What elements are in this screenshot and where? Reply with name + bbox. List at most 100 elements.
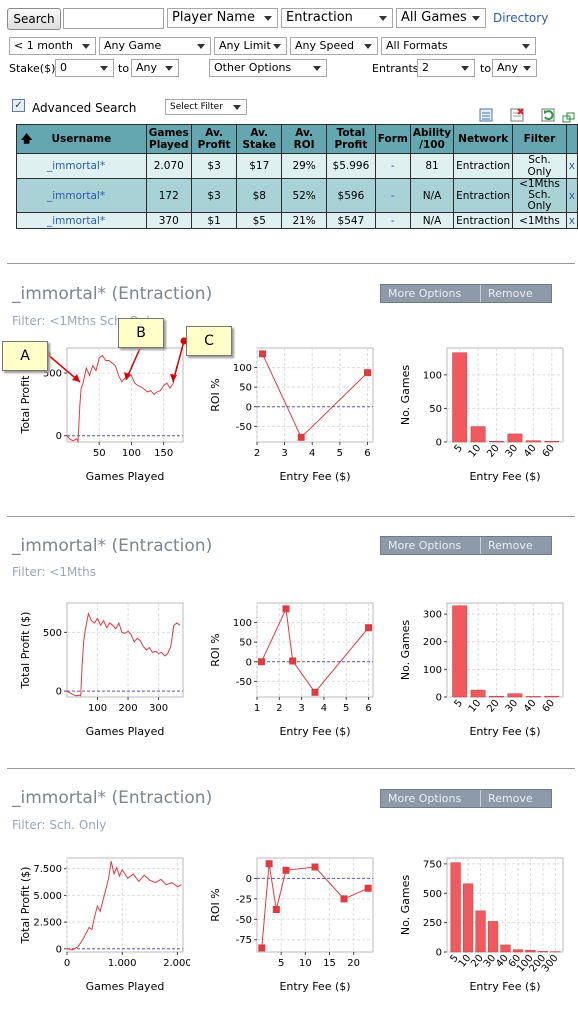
x-tick-label: 40	[522, 443, 539, 460]
advanced-search-checkbox[interactable]: ✓	[12, 99, 25, 112]
data-point	[259, 350, 267, 358]
network-value: Entraction	[286, 10, 353, 25]
entrants-to-label: to	[480, 62, 492, 75]
header-avprofit[interactable]: Av. Profit	[190, 124, 238, 154]
header-avroi[interactable]: Av. ROI	[281, 124, 328, 154]
delete-list-icon[interactable]	[510, 108, 524, 122]
x-tick-label: 60	[540, 698, 557, 715]
data-point	[289, 657, 297, 665]
x-tick-label: 3	[298, 703, 304, 714]
header-form[interactable]: Form	[374, 124, 411, 154]
y-tick-label: 100	[423, 370, 442, 381]
callout-dot-c	[180, 337, 188, 345]
username-link[interactable]: _immortal*	[16, 178, 147, 213]
player-field-select[interactable]: Player Name	[167, 8, 278, 28]
bar	[544, 695, 560, 698]
data-point	[365, 624, 373, 632]
chevron-down-icon	[522, 44, 530, 49]
x-axis-label: Entry Fee ($)	[279, 980, 350, 993]
format-select[interactable]: All Formats	[381, 37, 536, 55]
username-link[interactable]: _immortal*	[16, 153, 147, 179]
data-point	[364, 884, 372, 892]
refresh-icon[interactable]	[541, 108, 555, 122]
header-games[interactable]: Games Played	[145, 124, 192, 154]
y-tick-label: 0	[436, 948, 442, 959]
link-icon[interactable]	[562, 112, 576, 124]
bar	[537, 951, 549, 953]
games-cell: 172	[145, 178, 192, 213]
x-axis-label: Entry Fee ($)	[279, 725, 350, 738]
panel-title: _immortal* (Entraction)	[12, 788, 213, 808]
x-tick-label: 2	[254, 448, 260, 459]
y-tick-label: 500	[43, 628, 62, 639]
remove-row-button[interactable]: x	[565, 178, 578, 213]
total-cell: $5.996	[326, 153, 376, 179]
y-tick-label: 7.500	[33, 864, 62, 875]
y-axis-label: Total Profit ($)	[19, 357, 32, 435]
y-tick-label: 250	[423, 918, 442, 929]
other-options-select[interactable]: Other Options	[209, 59, 327, 77]
entrants-from-select[interactable]: 2	[417, 59, 475, 77]
divider	[480, 285, 481, 302]
x-tick-label: 20	[485, 698, 502, 715]
entrants-to-value: Any	[497, 61, 519, 74]
panel-options-bar: More Options Remove	[380, 789, 552, 808]
remove-button[interactable]: Remove	[488, 287, 533, 300]
data-point	[258, 944, 266, 952]
more-options-button[interactable]: More Options	[388, 792, 462, 805]
roi-cell: 21%	[281, 212, 328, 229]
y-tick-label: 50	[239, 383, 252, 394]
header-username[interactable]: 🡅 Username	[16, 124, 147, 154]
limit-select[interactable]: Any Limit	[214, 37, 287, 55]
remove-button[interactable]: Remove	[488, 792, 533, 805]
callout-arrowhead-b	[124, 372, 131, 380]
select-filter-dropdown[interactable]: Select Filter	[165, 99, 247, 115]
export-icon[interactable]	[479, 108, 493, 122]
more-options-button[interactable]: More Options	[388, 539, 462, 552]
header-network[interactable]: Network	[453, 124, 514, 154]
limit-value: Any Limit	[219, 39, 271, 52]
header-filter[interactable]: Filter	[512, 124, 567, 154]
network-select[interactable]: Entraction	[281, 8, 393, 28]
panel-filter: Filter: <1Mths	[12, 565, 96, 579]
avstake-cell: $5	[236, 212, 283, 229]
header-ability[interactable]: Ability /100	[409, 124, 455, 154]
bar	[475, 910, 486, 953]
roi-cell: 52%	[281, 178, 328, 213]
header-avstake[interactable]: Av. Stake	[236, 124, 283, 154]
chevron-down-icon	[264, 16, 272, 21]
remove-button[interactable]: Remove	[488, 539, 533, 552]
panel-title: _immortal* (Entraction)	[12, 536, 213, 556]
panel-filter: Filter: Sch. Only	[12, 818, 107, 832]
x-tick-label: 5	[452, 698, 465, 710]
chevron-down-icon	[165, 66, 173, 71]
data-point	[282, 866, 290, 874]
sort-up-icon[interactable]: 🡅	[21, 132, 33, 145]
header-totalprofit[interactable]: Total Profit	[326, 124, 376, 154]
remove-row-button[interactable]: x	[565, 153, 578, 179]
x-tick-label: 2	[276, 703, 282, 714]
directory-link[interactable]: Directory	[493, 11, 549, 25]
y-axis-label: Total Profit ($)	[19, 612, 32, 690]
username-link[interactable]: _immortal*	[16, 212, 147, 229]
network-cell: Entraction	[453, 212, 514, 229]
form-cell[interactable]: -	[374, 178, 411, 213]
speed-select[interactable]: Any Speed	[290, 37, 378, 55]
stake-to-select[interactable]: Any	[131, 59, 179, 77]
games-select[interactable]: All Games	[396, 8, 486, 28]
remove-row-button[interactable]: x	[565, 212, 578, 229]
x-tick-label: 10	[299, 958, 312, 969]
filter-cell: <1Mths	[512, 212, 567, 229]
form-cell[interactable]: -	[374, 153, 411, 179]
search-button[interactable]: Search	[7, 8, 61, 30]
x-tick-label: 5	[452, 443, 465, 455]
search-input[interactable]	[63, 8, 164, 29]
entrants-to-select[interactable]: Any	[492, 59, 537, 77]
x-tick-label: 150	[154, 448, 173, 459]
period-select[interactable]: < 1 month	[9, 37, 96, 55]
more-options-button[interactable]: More Options	[388, 287, 462, 300]
form-cell[interactable]: -	[374, 212, 411, 229]
stake-from-select[interactable]: 0	[55, 59, 114, 77]
game-select[interactable]: Any Game	[99, 37, 211, 55]
games-cell: 370	[145, 212, 192, 229]
